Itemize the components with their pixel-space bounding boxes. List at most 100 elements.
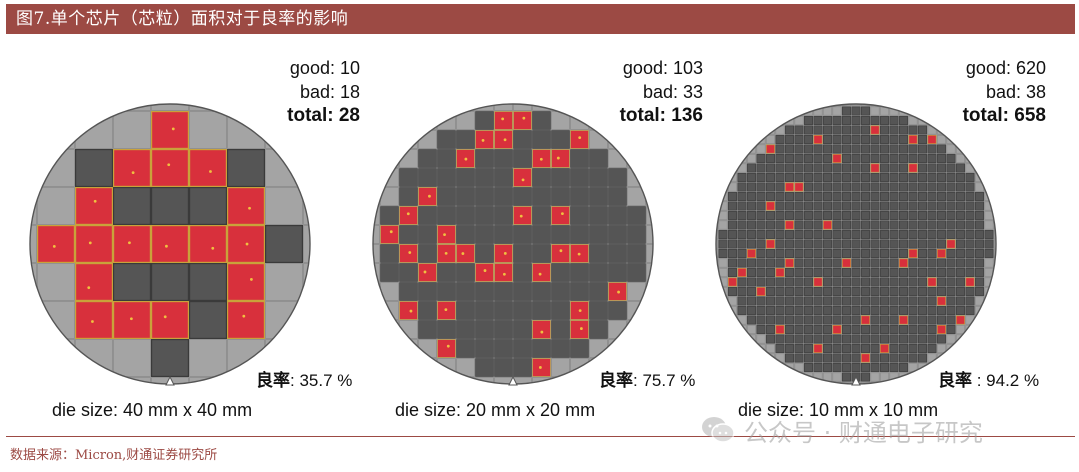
good-die — [794, 306, 804, 315]
good-die — [880, 182, 889, 192]
good-die — [946, 296, 956, 306]
good-die — [889, 201, 899, 211]
good-die — [794, 230, 804, 239]
good-die — [870, 315, 880, 325]
good-die — [813, 353, 823, 363]
good-die — [832, 220, 842, 230]
good-die — [794, 334, 804, 344]
good-die — [747, 192, 756, 201]
good-die — [870, 258, 880, 268]
good-die — [456, 206, 475, 225]
good-die — [880, 249, 889, 258]
good-die — [532, 282, 551, 301]
edge-die — [373, 225, 380, 244]
good-die — [804, 306, 813, 315]
good-die — [804, 296, 813, 306]
good-die — [880, 125, 889, 135]
bad-die — [880, 344, 889, 353]
edge-die — [937, 344, 946, 353]
bad-die — [823, 220, 832, 230]
defect-dot — [423, 270, 427, 274]
good-die — [813, 249, 823, 258]
bad-die — [437, 339, 456, 358]
good-die — [756, 249, 766, 258]
good-die — [437, 130, 456, 149]
good-die — [880, 144, 889, 154]
defect-dot — [428, 194, 431, 198]
good-die — [608, 225, 627, 244]
good-die — [813, 154, 823, 163]
good-die — [889, 249, 899, 258]
good-die — [861, 182, 870, 192]
bad-die — [908, 163, 918, 173]
good-die — [380, 206, 399, 225]
edge-die — [716, 239, 718, 249]
good-die — [775, 173, 785, 182]
good-die — [946, 154, 956, 163]
good-die — [908, 211, 918, 220]
good-die — [775, 258, 785, 268]
good-die — [899, 268, 908, 277]
bad-die — [832, 154, 842, 163]
good-die — [804, 173, 813, 182]
good-die — [908, 353, 918, 363]
edge-die — [418, 111, 437, 130]
bad-die — [151, 301, 190, 340]
good-die — [975, 268, 984, 277]
good-die — [747, 277, 756, 287]
bad-die — [813, 344, 823, 353]
good-die — [908, 173, 918, 182]
good-die — [823, 315, 832, 325]
good-die — [785, 211, 794, 220]
good-die — [832, 182, 842, 192]
good-die — [927, 192, 937, 201]
good-die — [861, 344, 870, 353]
good-die — [851, 363, 861, 372]
edge-die — [908, 372, 918, 382]
good-die — [899, 287, 908, 296]
good-die — [804, 163, 813, 173]
good-die — [861, 220, 870, 230]
good-die — [880, 363, 889, 372]
good-die — [513, 320, 532, 339]
good-die — [475, 320, 494, 339]
good-die — [851, 258, 861, 268]
good-die — [946, 211, 956, 220]
good-die — [975, 258, 984, 268]
good-die — [513, 282, 532, 301]
good-die — [842, 182, 851, 192]
good-die — [965, 287, 975, 296]
defect-dot — [444, 308, 448, 312]
good-die — [747, 220, 756, 230]
good-die — [823, 277, 832, 287]
bad-die — [766, 239, 775, 249]
good-die — [813, 315, 823, 325]
good-die — [785, 144, 794, 154]
good-die — [851, 106, 861, 116]
good-die — [532, 301, 551, 320]
good-die — [804, 344, 813, 353]
good-die — [747, 287, 756, 296]
good-die — [589, 320, 608, 339]
defect-dot — [617, 290, 620, 294]
good-die — [589, 206, 608, 225]
edge-die — [303, 187, 310, 225]
good-die — [627, 206, 646, 225]
good-die — [785, 325, 794, 334]
good-die — [899, 363, 908, 372]
good-die — [842, 154, 851, 163]
good-die — [608, 168, 627, 187]
good-die — [775, 344, 785, 353]
good-die — [965, 306, 975, 315]
good-die — [861, 287, 870, 296]
bad-die — [747, 249, 756, 258]
good-die — [861, 258, 870, 268]
good-die — [813, 296, 823, 306]
bad-die — [37, 225, 75, 264]
good-die — [937, 306, 946, 315]
good-die — [946, 201, 956, 211]
good-die — [880, 154, 889, 163]
bad-die — [785, 258, 794, 268]
good-die — [475, 187, 494, 206]
source-note: 数据来源：Micron,财通证券研究所 — [10, 448, 218, 463]
